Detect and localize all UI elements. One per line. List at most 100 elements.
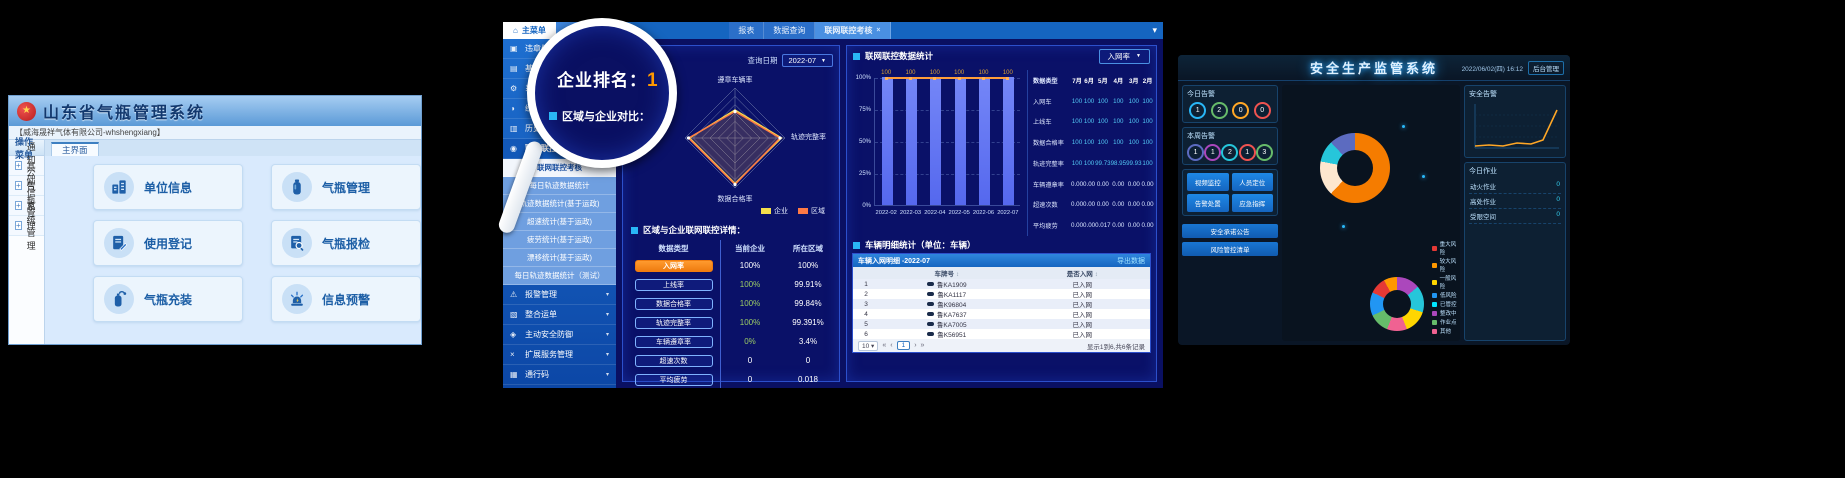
menu-label: 主动安全防御 xyxy=(525,330,573,339)
company-value: 100% xyxy=(739,280,761,289)
table-row[interactable]: 6 鲁K56951 已入网 xyxy=(853,329,1150,340)
legend-item: 整改中 xyxy=(1432,309,1460,317)
legend-label: 企业 xyxy=(774,208,788,215)
current-page[interactable]: 1 xyxy=(896,341,911,350)
last-page-button[interactable]: » xyxy=(920,342,925,349)
job-value: 0 xyxy=(1556,196,1560,203)
menu-item-label: 通知公告 xyxy=(26,141,36,191)
sidebar-item-资料库[interactable]: ▤资料库▾ xyxy=(503,385,616,388)
left-window-content: 单位信息 气瓶管理 使用登记 气瓶报检 气瓶充装 信息预警 xyxy=(45,156,421,344)
job-value: 0 xyxy=(1556,211,1560,218)
tab-联网联控考核[interactable]: 联网联控考核 × xyxy=(815,22,891,39)
sidebar-item-系统管理[interactable]: + 系统管理 xyxy=(9,202,45,251)
sidebar-item-基础信息[interactable]: + 基础信息 xyxy=(9,162,45,211)
submenu-item-疲劳统计(基于运政)[interactable]: 疲劳统计(基于运政) xyxy=(503,231,616,249)
magnifier-lens: 企业排名：1 区域与企业对比： xyxy=(527,18,677,168)
job-row: 高处作业 0 xyxy=(1469,194,1561,209)
week-alarm-title: 本周告警 xyxy=(1187,133,1215,140)
banner-安全承诺公告[interactable]: 安全承诺公告 xyxy=(1182,224,1278,238)
table-row[interactable]: 5 鲁KA7005 已入网 xyxy=(853,319,1150,329)
submenu-item-超速统计(基于运政)[interactable]: 超速统计(基于运政) xyxy=(503,213,616,231)
sidebar-item-通知公告[interactable]: + 通知公告 xyxy=(9,142,45,191)
menu-icon: ⚙ xyxy=(510,84,518,93)
table-row[interactable]: 2 鲁KA1117 已入网 xyxy=(853,289,1150,300)
topbar-more-icon[interactable]: ▾ xyxy=(1152,25,1157,35)
tile-应急指挥[interactable]: 应急指挥 xyxy=(1231,194,1273,212)
first-page-button[interactable]: « xyxy=(882,342,887,349)
company-subtitle: 【威海晟祥气体有限公司-whshengxiang】 xyxy=(9,126,421,140)
tile-视频监控[interactable]: 视频监控 xyxy=(1187,173,1229,191)
page-size-select[interactable]: 10 ▾ xyxy=(858,340,879,351)
submenu-item-每日轨迹数据统计[interactable]: 每日轨迹数据统计 xyxy=(503,177,616,195)
sidebar-item-主动安全防御[interactable]: ◈ 主动安全防御 ▾ xyxy=(503,325,616,345)
sidebar-item-通行码[interactable]: ▦ 通行码 ▾ xyxy=(503,365,616,385)
card-register[interactable]: 使用登记 xyxy=(93,220,244,266)
sidebar-item-报警管理[interactable]: ⚠ 报警管理 ▾ xyxy=(503,285,616,305)
table-row[interactable]: 3 鲁K96804 已入网 xyxy=(853,299,1150,309)
metric-button-数据合格率[interactable]: 数据合格率 xyxy=(634,297,713,310)
company-value: 100% xyxy=(739,318,761,327)
grid-value: 99.73 xyxy=(1095,159,1111,167)
bar-value: 100 xyxy=(881,70,892,76)
bar-2022-07 xyxy=(1003,77,1015,205)
section-bullet-icon xyxy=(853,241,860,249)
close-tab-icon[interactable]: × xyxy=(876,27,881,34)
grid-value: 0.00 xyxy=(1071,201,1084,209)
main-menu-button[interactable]: ⌂ 主菜单 xyxy=(503,22,556,39)
metric-button-入网率[interactable]: 入网率 xyxy=(634,259,713,272)
metric-button-上线率[interactable]: 上线率 xyxy=(634,278,713,291)
legend-label: 较大风险 xyxy=(1439,259,1457,273)
datetime-text: 2022/06/02(四) 16:12 xyxy=(1461,65,1523,73)
menu-item-label: 气瓶管理 xyxy=(26,181,36,231)
y-tick: 25% xyxy=(858,171,871,177)
table-row[interactable]: 4 鲁KA7637 已入网 xyxy=(853,309,1150,320)
grid-row-label: 超速次数 xyxy=(1033,202,1058,210)
tab-数据查询[interactable]: 数据查询 xyxy=(764,22,816,39)
table-row[interactable]: 1 鲁KA1909 已入网 xyxy=(853,279,1150,289)
card-inspect[interactable]: 气瓶报检 xyxy=(271,220,421,266)
sort-icon[interactable]: ↕ xyxy=(956,272,959,278)
admin-button[interactable]: 后台管理 xyxy=(1528,60,1564,75)
grid-value: 100 xyxy=(1097,97,1108,105)
submenu-item-漂移统计(基于运政)[interactable]: 漂移统计(基于运政) xyxy=(503,249,616,267)
grid-value: 0.00 xyxy=(1083,180,1096,188)
metric-button-超速次数[interactable]: 超速次数 xyxy=(634,354,713,367)
col-plate[interactable]: 车牌号 ↕ xyxy=(934,271,960,278)
submenu-item-轨迹数据统计(基于运政)[interactable]: 轨迹数据统计(基于运政) xyxy=(503,195,616,213)
metric-button-车辆遵章率[interactable]: 车辆遵章率 xyxy=(634,335,713,348)
card-filling[interactable]: 气瓶充装 xyxy=(93,276,244,322)
plate-cell: 鲁K56951 xyxy=(879,329,1015,339)
detail-row-车辆遵章率: 车辆遵章率 0% 3.4% xyxy=(627,332,835,351)
prev-page-button[interactable]: ‹ xyxy=(890,342,893,349)
sidebar-item-气瓶管理[interactable]: + 气瓶管理 xyxy=(9,182,45,231)
metric-select[interactable]: 入网率 ▼ xyxy=(1098,48,1150,64)
alarm-ring: 2 xyxy=(1210,102,1228,119)
metric-button-轨迹完整率[interactable]: 轨迹完整率 xyxy=(634,316,713,329)
card-label: 单位信息 xyxy=(144,180,193,195)
card-alert[interactable]: 信息预警 xyxy=(271,276,421,322)
card-cylinder[interactable]: 气瓶管理 xyxy=(271,164,421,210)
status-cell: 已入网 xyxy=(1072,302,1093,309)
sort-icon[interactable]: ↕ xyxy=(1094,272,1098,278)
radar-axis-quality: 数据合格率 xyxy=(717,196,753,203)
bar-value: 100 xyxy=(1002,70,1013,76)
grid-value: 0.00 xyxy=(1127,201,1140,209)
col-status[interactable]: 是否入网 ↕ xyxy=(1066,271,1098,278)
region-value: 0 xyxy=(805,356,811,365)
metric-button-平均疲劳[interactable]: 平均疲劳 xyxy=(634,373,713,386)
tile-人员定位[interactable]: 人员定位 xyxy=(1231,173,1273,191)
monthly-stats-grid: 数据类型 7月 6月 5月 4月 3月 2月 入网车 100 100 100 100 100 100 上线车… xyxy=(1027,70,1154,236)
query-date-select[interactable]: 2022-07 ▼ xyxy=(781,54,833,67)
card-building[interactable]: 单位信息 xyxy=(93,164,244,210)
radar-chart: 遵章车辆率 轨迹完整率 数据合格率 上线率 xyxy=(623,76,841,204)
grid-value: 100 xyxy=(1113,118,1124,126)
banner-风险管控清单[interactable]: 风险管控清单 xyxy=(1182,242,1278,256)
tile-告警处置[interactable]: 告警处置 xyxy=(1187,194,1229,212)
sidebar-item-整合运单[interactable]: ▧ 整合运单 ▾ xyxy=(503,305,616,325)
tab-报表[interactable]: 报表 xyxy=(729,22,765,39)
submenu-item-每日轨迹数据统计（测试）[interactable]: 每日轨迹数据统计（测试） xyxy=(503,267,616,285)
next-page-button[interactable]: › xyxy=(914,342,917,349)
export-data-button[interactable]: 导出数据 xyxy=(1117,257,1145,265)
sidebar-item-扩展服务管理[interactable]: × 扩展服务管理 ▾ xyxy=(503,345,616,365)
tab-main-screen[interactable]: 主界面 xyxy=(51,142,99,156)
